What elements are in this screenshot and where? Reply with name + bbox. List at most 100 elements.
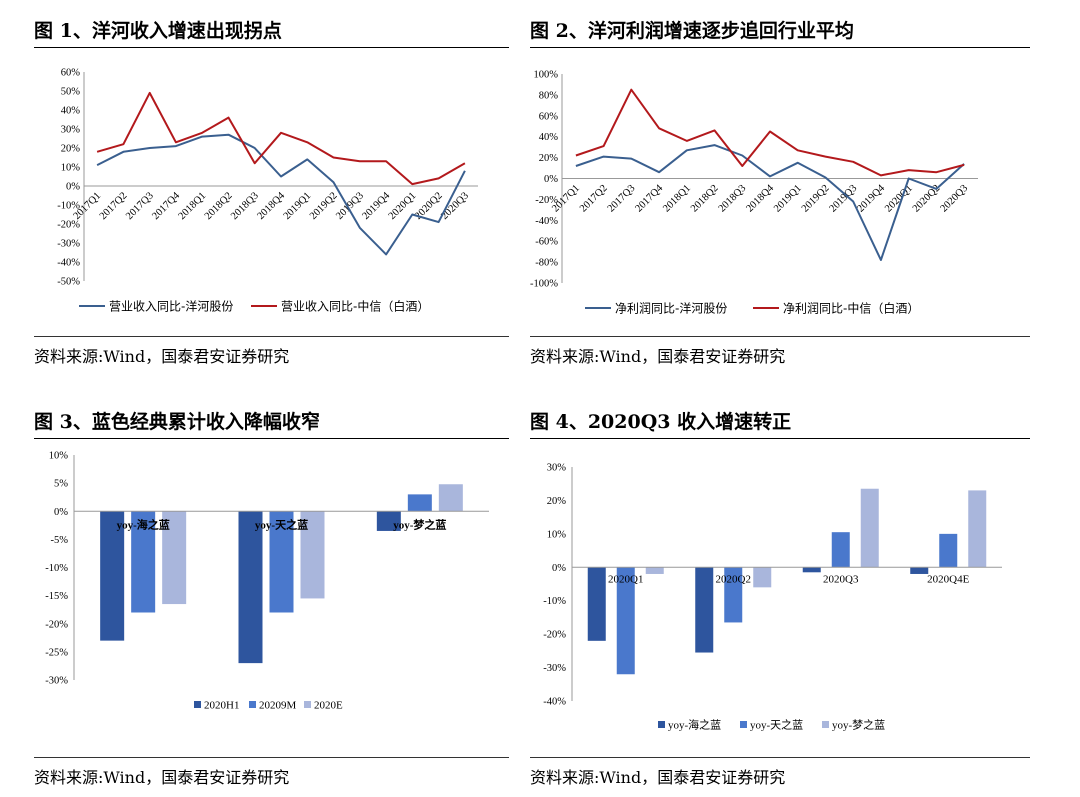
x-tick-label: 2017Q4 xyxy=(633,182,665,214)
y-tick-label: -20% xyxy=(57,220,80,231)
x-tick-label: 2018Q4 xyxy=(744,182,776,214)
y-tick-label: 20% xyxy=(547,496,567,507)
x-tick-label: 2017Q2 xyxy=(578,183,610,215)
x-tick-label: 2018Q4 xyxy=(255,190,287,222)
x-tick-label: 2017Q2 xyxy=(98,190,130,222)
x-tick-label: 2018Q3 xyxy=(717,183,749,215)
y-tick-label: 20% xyxy=(61,144,81,155)
figure-3-title: 图 3、蓝色经典累计收入降幅收窄 xyxy=(34,411,320,433)
chart-3-cumulative-revenue-bar: 10% 5% 0% -5% -10% -15% -20% -25% -30% yoy-海之蓝 yoy… xyxy=(45,451,489,712)
legend-label-2: 20209M xyxy=(259,700,297,712)
bar-3-3 xyxy=(860,488,879,568)
bar-2-2 xyxy=(269,511,294,613)
y-tick-label: -40% xyxy=(543,697,566,708)
y-tick-label: 10% xyxy=(547,529,567,540)
y-tick-label: 0% xyxy=(54,507,68,518)
legend-label-3: 2020E xyxy=(314,700,343,712)
category-label: 2020Q3 xyxy=(823,573,859,585)
y-tick-label: -20% xyxy=(535,195,558,206)
x-tick-label: 2019Q1 xyxy=(772,183,804,215)
chart-4-quarterly-revenue-bar: 30% 20% 10% 0% -10% -20% -30% -40% 2020Q1 2020Q2 2… xyxy=(543,463,1002,732)
bar-4-1 xyxy=(910,567,929,574)
figure-4-bottom-rule xyxy=(530,757,1030,758)
figure-1-top-rule xyxy=(34,47,509,48)
y-tick-label: 30% xyxy=(547,463,567,474)
y-tick-label: -25% xyxy=(45,647,68,658)
x-tick-label: 2018Q1 xyxy=(177,190,209,222)
y-tick-label: -10% xyxy=(45,563,68,574)
bar-4-2 xyxy=(939,533,958,568)
figure-1-title: 图 1、洋河收入增速出现拐点 xyxy=(34,20,282,42)
bar-3-1 xyxy=(802,567,821,573)
figure-2-top-rule xyxy=(530,47,1030,48)
y-tick-label: -10% xyxy=(57,201,80,212)
x-tick-label: 2018Q1 xyxy=(661,183,693,215)
figure-4-title: 图 4、2020Q3 收入增速转正 xyxy=(530,411,792,433)
y-tick-label: 50% xyxy=(61,87,81,98)
figure-4-source: 资料来源:Wind，国泰君安证券研究 xyxy=(530,768,786,787)
x-tick-label: 2017Q3 xyxy=(606,183,638,215)
y-tick-label: 0% xyxy=(544,174,558,185)
bar-1-2 xyxy=(131,511,156,613)
bar-1-1 xyxy=(587,567,606,641)
bar-2-3 xyxy=(300,511,325,599)
y-tick-label: 0% xyxy=(552,563,566,574)
y-tick-label: -100% xyxy=(530,279,558,290)
figure-2-bottom-rule xyxy=(530,336,1030,337)
y-tick-label: 30% xyxy=(61,125,81,136)
bar-3-3 xyxy=(438,484,463,512)
chart-1-revenue-growth-line: 60% 50% 40% 30% 20% 10% 0% -10% -20% -30% -40% -50%… xyxy=(57,68,478,314)
figure-1-source: 资料来源:Wind，国泰君安证券研究 xyxy=(34,347,290,366)
x-tick-label: 2019Q4 xyxy=(855,182,887,214)
y-tick-label: 20% xyxy=(539,153,559,164)
category-label: yoy-梦之蓝 xyxy=(393,517,446,531)
legend-swatch-3 xyxy=(822,721,829,728)
y-tick-label: -20% xyxy=(45,619,68,630)
x-tick-label: 2019Q1 xyxy=(282,190,314,222)
y-tick-label: 100% xyxy=(534,70,559,81)
bar-2-1 xyxy=(238,511,263,664)
x-tick-label: 2020Q3 xyxy=(439,190,471,222)
figure-3-top-rule xyxy=(34,438,509,439)
y-tick-label: -15% xyxy=(45,591,68,602)
bar-3-2 xyxy=(407,494,432,512)
bar-1-2 xyxy=(616,567,635,675)
category-label: 2020Q2 xyxy=(716,573,751,585)
x-tick-label: 2017Q3 xyxy=(124,190,156,222)
series-line-2 xyxy=(96,91,466,186)
x-tick-label: 2018Q2 xyxy=(203,190,235,222)
legend-label-2: yoy-天之蓝 xyxy=(750,718,803,732)
figure-4-top-rule xyxy=(530,438,1030,439)
y-tick-label: 10% xyxy=(61,163,81,174)
y-tick-label: -80% xyxy=(535,258,558,269)
y-tick-label: 80% xyxy=(539,90,559,101)
legend-swatch-2 xyxy=(249,701,256,708)
bar-4-3 xyxy=(968,490,987,568)
bar-1-3 xyxy=(645,567,664,574)
legend-label-1: 营业收入同比-洋河股份 xyxy=(109,299,233,314)
series-line-1 xyxy=(96,133,466,256)
y-tick-label: 40% xyxy=(539,132,559,143)
series-line-1 xyxy=(575,144,965,261)
figure-1-bottom-rule xyxy=(34,336,509,337)
y-tick-label: -60% xyxy=(535,237,558,248)
legend-label-2: 营业收入同比-中信（白酒） xyxy=(281,299,429,314)
x-tick-label: 2020Q3 xyxy=(939,183,971,215)
bar-3-1 xyxy=(376,511,401,531)
y-tick-label: -30% xyxy=(45,676,68,687)
bar-3-2 xyxy=(831,532,850,568)
x-tick-label: 2018Q3 xyxy=(229,190,261,222)
y-tick-label: -30% xyxy=(543,663,566,674)
legend-swatch-1 xyxy=(194,701,201,708)
y-tick-label: -40% xyxy=(57,258,80,269)
y-tick-label: 40% xyxy=(61,106,81,117)
y-tick-label: 10% xyxy=(49,451,69,462)
y-tick-label: 60% xyxy=(61,68,81,79)
category-label: yoy-海之蓝 xyxy=(117,517,170,531)
legend-label-1: 2020H1 xyxy=(204,700,239,712)
y-tick-label: -20% xyxy=(543,630,566,641)
figure-2-title: 图 2、洋河利润增速逐步追回行业平均 xyxy=(530,20,854,42)
y-tick-label: 0% xyxy=(66,182,80,193)
bar-2-3 xyxy=(753,567,772,588)
y-tick-label: -5% xyxy=(51,535,69,546)
